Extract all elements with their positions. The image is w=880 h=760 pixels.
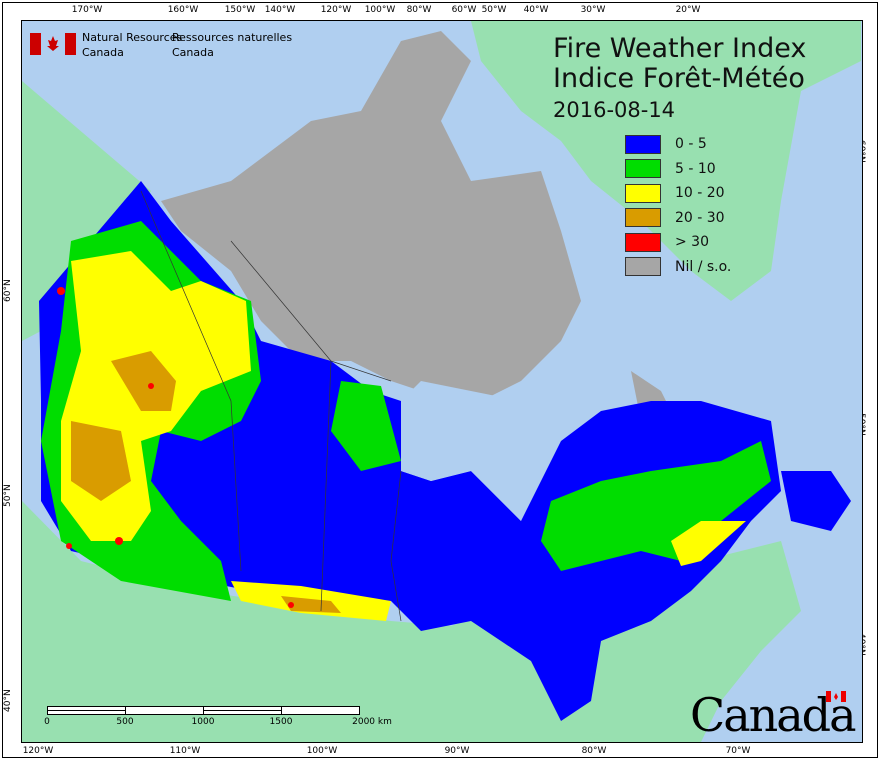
fwi-5-10-region-east	[541, 441, 771, 571]
lon-tick: 30°W	[580, 5, 606, 15]
lon-tick: 100°W	[364, 5, 396, 15]
map-canvas	[22, 21, 861, 742]
lon-tick: 100°W	[306, 746, 338, 756]
legend-item: 5 - 10	[625, 157, 731, 182]
lon-tick: 50°W	[481, 5, 507, 15]
fwi-10-20-east	[671, 521, 746, 566]
legend-item: > 30	[625, 230, 731, 255]
legend-swatch	[625, 257, 661, 277]
lon-tick: 80°W	[406, 5, 432, 15]
fwi-20-30-region-bc	[71, 421, 131, 501]
lon-tick: 110°W	[169, 746, 201, 756]
fwi-20-30-south	[281, 596, 341, 613]
lat-tick: 50°N	[3, 484, 13, 507]
fire-weather-map[interactable]	[21, 20, 863, 743]
org-en-line2: Canada	[82, 46, 124, 59]
lon-tick: 20°W	[675, 5, 701, 15]
lon-tick: 90°W	[444, 746, 470, 756]
legend-swatch	[625, 208, 661, 228]
lat-tick: 40°N	[3, 689, 13, 712]
fwi-gt30-spot	[66, 543, 72, 549]
legend-item: 10 - 20	[625, 181, 731, 206]
fwi-gt30-spot	[288, 602, 294, 608]
legend-label: 10 - 20	[675, 185, 725, 202]
legend-swatch	[625, 232, 661, 252]
legend-label: 20 - 30	[675, 209, 725, 226]
org-fr-line2: Canada	[172, 46, 214, 59]
map-title: Fire Weather Index Indice Forêt-Météo	[553, 34, 806, 94]
lon-tick: 170°W	[71, 5, 103, 15]
wordmark-flag-icon	[826, 691, 846, 702]
scale-label: 0	[44, 717, 50, 727]
org-fr-line1: Ressources naturelles	[172, 31, 293, 44]
lon-tick: 60°W	[451, 5, 477, 15]
legend-label: Nil / s.o.	[675, 258, 732, 275]
scale-label: 1000	[191, 717, 215, 727]
fwi-gt30-spot	[115, 537, 123, 545]
legend-label: 0 - 5	[675, 136, 707, 153]
lon-tick: 40°W	[523, 5, 549, 15]
legend: 0 - 5 5 - 10 10 - 20 20 - 30 > 30 Nil / …	[625, 132, 731, 279]
legend-label: 5 - 10	[675, 160, 716, 177]
org-en-line1: Natural Resources	[82, 31, 183, 44]
province-boundary	[140, 190, 402, 622]
hudson-bay	[401, 381, 531, 521]
lon-tick: 140°W	[264, 5, 296, 15]
newfoundland	[781, 471, 851, 531]
fwi-gt30-spot	[57, 287, 65, 295]
usa	[22, 501, 801, 742]
fwi-gt30-spot	[148, 383, 154, 389]
map-date: 2016-08-14	[553, 98, 676, 122]
legend-swatch	[625, 134, 661, 154]
lat-tick: 60°N	[3, 279, 13, 302]
lon-tick: 160°W	[167, 5, 199, 15]
legend-label: > 30	[675, 234, 709, 251]
legend-item: 0 - 5	[625, 132, 731, 157]
legend-swatch	[625, 159, 661, 179]
scale-label: 1500	[269, 717, 293, 727]
legend-item: 20 - 30	[625, 206, 731, 231]
fwi-5-10-region-central	[331, 381, 401, 471]
legend-swatch	[625, 183, 661, 203]
alaska	[22, 81, 151, 341]
lon-tick: 150°W	[224, 5, 256, 15]
greenland	[471, 21, 861, 301]
lon-tick: 70°W	[725, 746, 751, 756]
lon-tick: 120°W	[22, 746, 54, 756]
legend-item: Nil / s.o.	[625, 255, 731, 280]
scale-label: 2000 km	[352, 717, 392, 727]
arctic-no-data	[161, 31, 581, 401]
lon-tick: 120°W	[320, 5, 352, 15]
fwi-20-30-region	[111, 351, 176, 411]
scale-label: 500	[116, 717, 134, 727]
scale-bar	[47, 706, 360, 715]
title-en: Fire Weather Index	[553, 33, 807, 64]
lon-tick: 80°W	[581, 746, 607, 756]
title-fr: Indice Forêt-Météo	[553, 63, 805, 94]
canada-flag-icon	[30, 33, 76, 55]
